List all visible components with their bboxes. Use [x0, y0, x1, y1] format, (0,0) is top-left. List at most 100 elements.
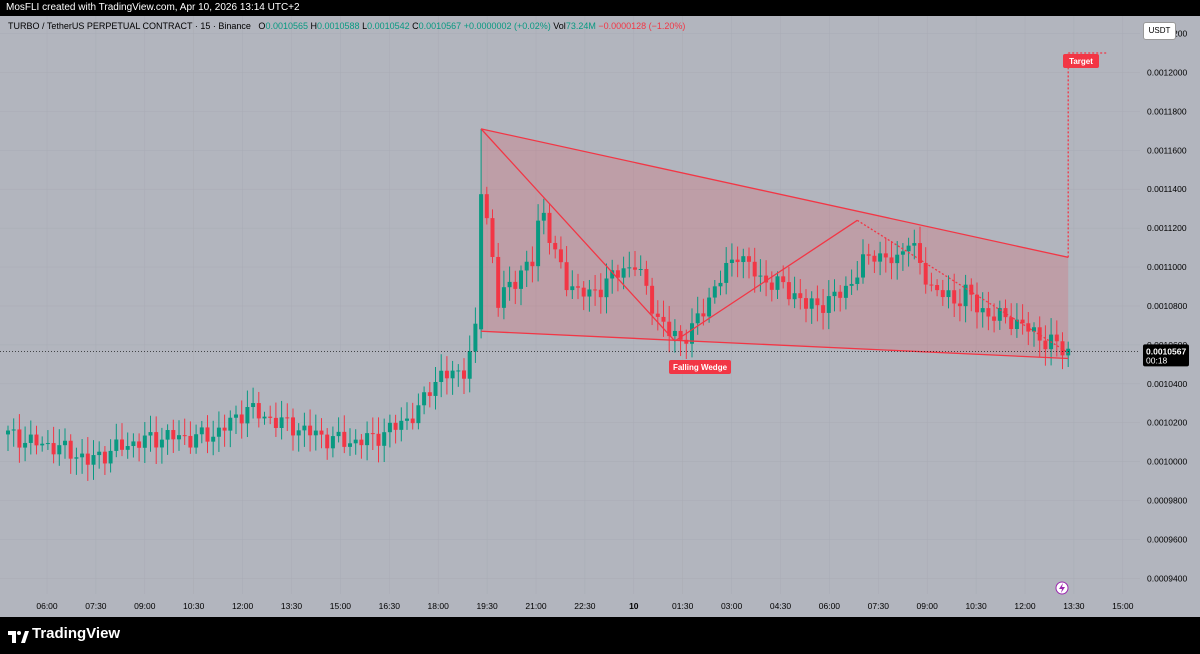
candle-body	[724, 262, 729, 283]
candle-body	[165, 430, 170, 440]
candle-body	[906, 245, 911, 252]
candle-body	[427, 392, 432, 396]
candle-body	[957, 303, 962, 307]
candle-body	[843, 285, 848, 298]
candle-body	[234, 414, 238, 418]
zigzag-line	[480, 128, 676, 342]
candle-body	[239, 414, 244, 424]
candle-body	[1014, 319, 1019, 330]
candle-body	[547, 212, 552, 243]
y-tick-label: 0.0010200	[1147, 418, 1187, 428]
candle-body	[325, 434, 330, 449]
candle-body	[433, 381, 438, 396]
candle-body	[268, 416, 273, 418]
candle-body	[672, 330, 677, 337]
candle-body	[969, 284, 974, 295]
zigzag-line	[856, 219, 1069, 354]
candle-body	[946, 290, 951, 298]
y-tick-label: 0.0012000	[1147, 67, 1187, 77]
symbol-title[interactable]: TURBO / TetherUS PERPETUAL CONTRACT · 15…	[8, 21, 251, 31]
candle-body	[68, 440, 73, 459]
x-tick-label: 13:30	[1063, 601, 1085, 611]
candle-body	[319, 430, 324, 435]
candle-body	[296, 430, 301, 436]
candle-body	[861, 254, 865, 278]
x-tick-label: 18:00	[428, 601, 450, 611]
candle-body	[422, 392, 427, 406]
candle-body	[878, 253, 883, 262]
candle-body	[262, 416, 267, 419]
candle-body	[1032, 327, 1036, 332]
candle-body	[416, 405, 421, 424]
wedge-lower-line	[481, 330, 1069, 360]
candle-body	[644, 269, 649, 286]
candle-body	[1020, 319, 1025, 324]
candle-body	[330, 436, 335, 449]
price-tag-value: 0.0010567	[1146, 346, 1186, 356]
candle-body	[473, 323, 478, 352]
candle-body	[216, 427, 221, 437]
candle-body	[758, 275, 763, 277]
candle-body	[251, 403, 256, 408]
candle-body	[410, 418, 415, 424]
chart-area[interactable]: 0.0009400 0.0009600 0.0009800 0.0010000 0.00…	[0, 16, 1200, 617]
currency-unit-button[interactable]: USDT	[1143, 22, 1176, 40]
candle-body	[387, 422, 392, 433]
candle-body	[28, 434, 33, 443]
candle-body	[370, 433, 375, 435]
candle-body	[786, 282, 791, 300]
x-tick-label: 10:30	[183, 601, 205, 611]
x-tick-label: 01:30	[672, 601, 694, 611]
candle-body	[177, 435, 181, 440]
candle-body	[188, 435, 193, 448]
candle-body	[456, 370, 461, 372]
x-tick-label: 21:00	[525, 601, 547, 611]
candle-body	[667, 321, 672, 337]
candle-body	[359, 439, 364, 446]
branding-bar: TradingView	[0, 617, 1200, 654]
open-value: 0.0010565	[265, 21, 308, 31]
candle-body	[963, 284, 968, 307]
candle-body	[684, 339, 689, 344]
x-tick-label: 10:30	[965, 601, 987, 611]
x-tick-label: 07:30	[868, 601, 890, 611]
low-value: 0.0010542	[367, 21, 410, 31]
candle-body	[342, 431, 347, 447]
candle-body	[120, 439, 124, 450]
candle-body	[1037, 327, 1042, 341]
x-tick-label: 16:30	[379, 601, 401, 611]
candle-body	[142, 435, 147, 448]
candle-body	[45, 443, 50, 445]
candle-body	[621, 268, 626, 278]
candle-body	[587, 289, 592, 297]
candle-body	[553, 242, 558, 250]
candle-body	[51, 443, 56, 455]
high-label: H	[310, 21, 318, 31]
candle-body	[108, 450, 113, 464]
candle-body	[530, 261, 535, 267]
candle-body	[131, 441, 136, 447]
candle-body	[918, 243, 922, 263]
y-tick-label: 0.0009600	[1147, 535, 1187, 545]
candle-body	[747, 256, 751, 262]
candle-body	[690, 323, 694, 344]
candle-body	[912, 243, 917, 246]
candle-body	[741, 256, 746, 263]
candle-body	[91, 455, 96, 465]
zigzag-line	[674, 219, 858, 342]
y-tick-label: 0.0011400	[1147, 184, 1187, 194]
candle-body	[501, 287, 506, 308]
close-value: 0.0010567	[418, 21, 462, 31]
candle-body	[444, 370, 449, 379]
candle-body	[838, 291, 843, 298]
candlestick-chart[interactable]: 0.0009400 0.0009600 0.0009800 0.0010000 0.00…	[0, 16, 1200, 617]
candle-body	[1054, 334, 1059, 342]
x-tick-label: 19:30	[476, 601, 498, 611]
x-tick-label: 15:00	[330, 601, 352, 611]
candle-body	[735, 259, 740, 263]
candle-body	[815, 298, 820, 306]
candle-body	[513, 281, 518, 289]
candle-body	[34, 434, 39, 446]
candle-body	[798, 293, 803, 299]
